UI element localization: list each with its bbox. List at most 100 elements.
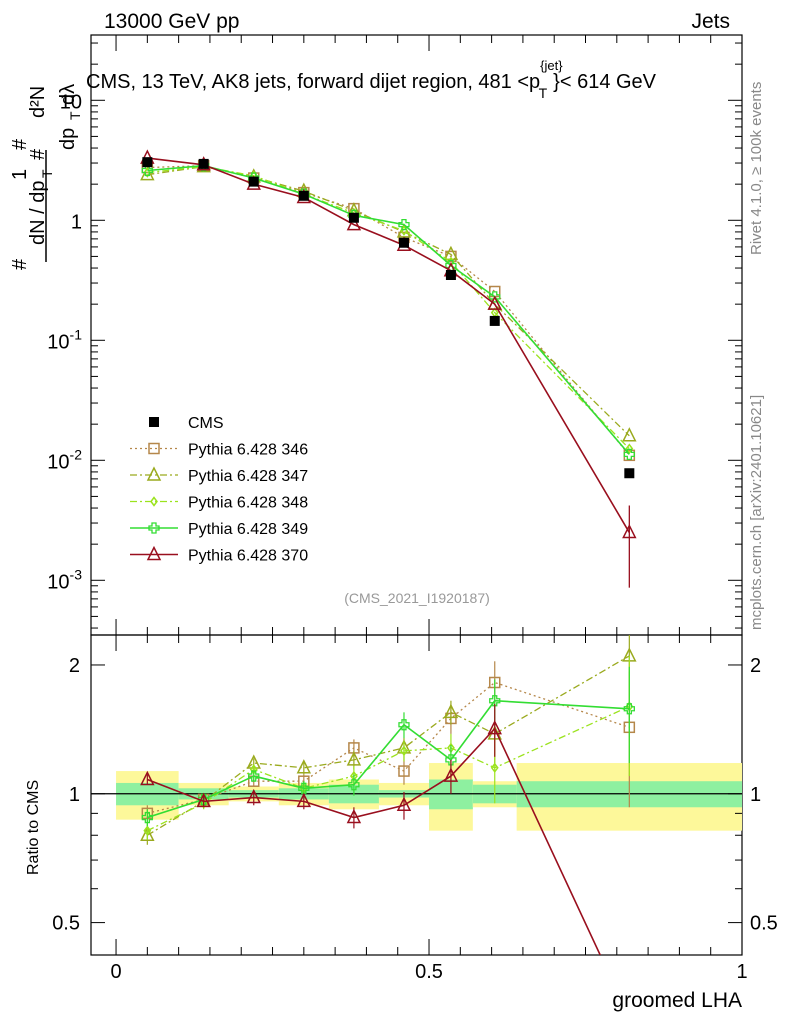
main-point-pythia-6-428-347	[443, 245, 459, 261]
ratio-point-pythia-6-428-348	[490, 762, 499, 774]
ratio-point-pythia-6-428-349	[141, 811, 153, 824]
svg-text:T: T	[39, 169, 55, 178]
title-pre: CMS, 13 TeV, AK8 jets, forward dijet reg…	[86, 71, 540, 93]
svg-text:#: #	[27, 148, 49, 160]
legend-label-pythia-6-428-370: Pythia 6.428 370	[188, 548, 308, 565]
title-superscript: {jet}	[540, 58, 563, 73]
x-tick-label: 0	[110, 961, 121, 983]
main-point-pythia-6-428-349	[141, 164, 153, 177]
legend: CMS Pythia 6.428 346 Pythia 6.428 347 Pythi…	[130, 415, 308, 565]
ratio-y-tick-label-left: 0.5	[52, 913, 80, 935]
legend-label-pythia-6-428-348: Pythia 6.428 348	[188, 495, 308, 512]
legend-marker-pythia-6-428-347	[146, 466, 162, 481]
ratio-y-tick-label-right: 1	[750, 784, 761, 806]
x-tick-label: 0.5	[415, 961, 443, 983]
main-point-cms	[298, 190, 309, 201]
title-subscript: T	[539, 85, 548, 101]
main-y-tick-label: 10-3	[47, 566, 82, 593]
main-point-pythia-6-428-349	[623, 448, 635, 461]
main-y-tick-label: 10-1	[47, 326, 82, 353]
main-point-cms	[198, 158, 209, 169]
main-line-pythia-6-428-370	[147, 157, 631, 533]
ratio-y-tick-label-right: 2	[750, 655, 761, 677]
ratio-point-pythia-6-428-347	[443, 703, 459, 719]
main-point-cms	[398, 237, 409, 248]
ratio-point-pythia-6-428-370	[443, 767, 459, 782]
svg-text:T: T	[67, 111, 83, 120]
main-line-pythia-6-428-348	[147, 165, 630, 450]
ratio-y-tick-label-right: 0.5	[750, 913, 778, 935]
ratio-point-pythia-6-428-349	[298, 782, 310, 794]
main-point-cms	[248, 176, 259, 187]
ratio-point-pythia-6-428-370	[140, 770, 155, 786]
svg-text:dλ: dλ	[57, 84, 79, 105]
main-point-cms	[142, 157, 153, 168]
main-y-tick-label: 10	[60, 91, 82, 113]
main-point-pythia-6-428-370	[487, 295, 502, 310]
main-point-pythia-6-428-347	[622, 427, 637, 442]
main-line-pythia-6-428-347	[147, 165, 630, 437]
main-point-cms	[348, 212, 359, 223]
main-series-group	[140, 149, 637, 588]
svg-text:#: #	[9, 138, 31, 150]
ratio-y-tick-label-left: 2	[69, 655, 80, 677]
x-axis-label: groomed LHA	[612, 989, 742, 1012]
ratio-point-pythia-6-428-348	[400, 745, 408, 757]
ratio-point-pythia-6-428-347	[346, 751, 362, 766]
legend-marker-pythia-6-428-348	[150, 496, 158, 507]
main-y-tick-label: 1	[71, 211, 82, 233]
ratio-point-pythia-6-428-349	[445, 754, 457, 766]
x-tick-label: 1	[736, 961, 747, 983]
title-post: }< 614 GeV	[553, 71, 657, 93]
header-jets-label: Jets	[691, 10, 730, 33]
ratio-point-pythia-6-428-347	[296, 759, 312, 774]
ratio-point-pythia-6-428-370	[246, 788, 261, 804]
main-y-tick-label: 10-2	[47, 446, 82, 473]
main-point-pythia-6-428-348	[143, 167, 152, 178]
ratio-series-group	[140, 635, 637, 955]
legend-label-pythia-6-428-347: Pythia 6.428 347	[188, 468, 308, 485]
ratio-point-pythia-6-428-349	[489, 695, 501, 707]
main-line-pythia-6-428-346	[147, 165, 630, 456]
header-energy-label: 13000 GeV pp	[104, 10, 239, 33]
plot-title: CMS, 13 TeV, AK8 jets, forward dijet reg…	[86, 58, 657, 101]
ratio-point-pythia-6-428-349	[348, 779, 360, 791]
ratio-point-pythia-6-428-346	[398, 765, 410, 777]
legend-marker-pythia-6-428-349	[148, 522, 160, 534]
ratio-y-label: Ratio to CMS	[25, 780, 42, 875]
ratio-point-pythia-6-428-370	[346, 808, 362, 824]
ratio-point-pythia-6-428-370	[196, 792, 211, 808]
legend-label-pythia-6-428-346: Pythia 6.428 346	[188, 442, 308, 459]
ratio-point-pythia-6-428-370	[487, 719, 502, 735]
ratio-point-pythia-6-428-348	[143, 825, 152, 836]
legend-label-pythia-6-428-349: Pythia 6.428 349	[188, 521, 308, 538]
main-point-pythia-6-428-348	[625, 443, 634, 454]
main-point-cms	[624, 468, 635, 479]
main-point-pythia-6-428-370	[346, 215, 362, 231]
legend-marker-pythia-6-428-370	[146, 545, 162, 561]
ratio-y-tick-label-left: 1	[69, 784, 80, 806]
ratio-clipped	[140, 635, 637, 955]
mcplots-label: mcplots.cern.ch [arXiv:2401.10621]	[748, 395, 765, 630]
analysis-watermark: (CMS_2021_I1920187)	[344, 590, 490, 606]
ratio-point-pythia-6-428-349	[398, 719, 410, 731]
main-point-cms	[489, 315, 500, 326]
rivet-label: Rivet 4.1.0, ≥ 100k events	[748, 82, 765, 255]
legend-marker-cms	[149, 417, 159, 427]
svg-text:d²N: d²N	[27, 86, 49, 118]
ratio-y-ticks: 0.5 0.5 1 1 2 2	[52, 655, 778, 935]
x-axis-ticks: 0 0.5 1	[110, 35, 748, 983]
y-axis-label-main: # dN / dp T 1 # # dp T dλ d²N	[9, 84, 83, 270]
svg-text:dp: dp	[57, 128, 79, 150]
main-point-cms	[445, 270, 456, 280]
legend-label-cms: CMS	[188, 415, 224, 432]
ratio-point-pythia-6-428-370	[296, 792, 312, 808]
main-panel-frame	[90, 34, 743, 636]
main-y-ticks: 10-3 10-2 10-1 1 10	[47, 42, 742, 629]
ratio-point-pythia-6-428-349	[623, 703, 635, 715]
svg-text:1: 1	[9, 169, 31, 180]
legend-marker-pythia-6-428-346	[148, 442, 160, 455]
ratio-point-pythia-6-428-347	[140, 826, 155, 842]
svg-text:#: #	[9, 258, 31, 270]
